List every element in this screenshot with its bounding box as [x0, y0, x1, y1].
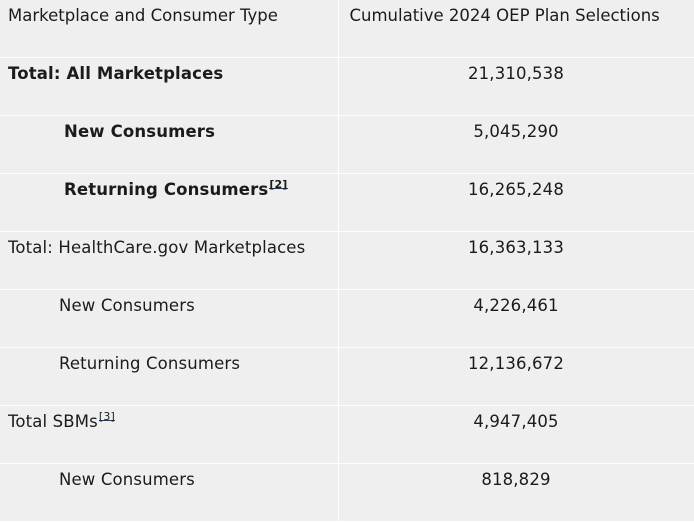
row-label: New Consumers — [0, 289, 339, 348]
row-value: 16,265,248 — [338, 173, 694, 232]
row-value: 4,947,405 — [338, 405, 694, 464]
footnote-link[interactable]: [2] — [269, 177, 288, 191]
row-label-text: Total SBMs — [8, 411, 98, 431]
row-label: New Consumers — [0, 463, 339, 522]
row-value: 818,829 — [338, 463, 694, 522]
table-header-row: Marketplace and Consumer Type Cumulative… — [0, 0, 694, 58]
table-row: Total SBMs[3] 4,947,405 — [0, 405, 694, 464]
row-value: 12,136,672 — [338, 347, 694, 406]
row-label: Total SBMs[3] — [0, 405, 339, 464]
table-row: Returning Consumers[2] 16,265,248 — [0, 173, 694, 232]
row-label: Returning Consumers[2] — [0, 173, 339, 232]
row-value: 5,045,290 — [338, 115, 694, 174]
row-value: 21,310,538 — [338, 57, 694, 116]
row-value: 4,226,461 — [338, 289, 694, 348]
row-label: Returning Consumers — [0, 347, 339, 406]
row-label: Total: HealthCare.gov Marketplaces — [0, 231, 339, 290]
table-row: New Consumers 5,045,290 — [0, 115, 694, 174]
row-label-text: Total: All Marketplaces — [8, 63, 224, 83]
table-row: New Consumers 4,226,461 — [0, 289, 694, 348]
column-header-marketplace-type: Marketplace and Consumer Type — [0, 0, 339, 58]
table-row: Total: All Marketplaces 21,310,538 — [0, 57, 694, 116]
row-label-text: Returning Consumers — [64, 179, 269, 199]
row-value: 16,363,133 — [338, 231, 694, 290]
row-label: Total: All Marketplaces — [0, 57, 339, 116]
column-header-plan-selections: Cumulative 2024 OEP Plan Selections — [338, 0, 694, 58]
footnote-link[interactable]: [3] — [98, 409, 115, 423]
table-row: New Consumers 818,829 — [0, 463, 694, 522]
row-label-text: New Consumers — [64, 121, 216, 141]
row-label-text: Total: HealthCare.gov Marketplaces — [8, 237, 306, 257]
row-label: New Consumers — [0, 115, 339, 174]
table-row: Total: HealthCare.gov Marketplaces 16,36… — [0, 231, 694, 290]
table-row: Returning Consumers 12,136,672 — [0, 347, 694, 406]
row-label-text: New Consumers — [59, 295, 195, 315]
row-label-text: New Consumers — [59, 469, 195, 489]
row-label-text: Returning Consumers — [59, 353, 241, 373]
